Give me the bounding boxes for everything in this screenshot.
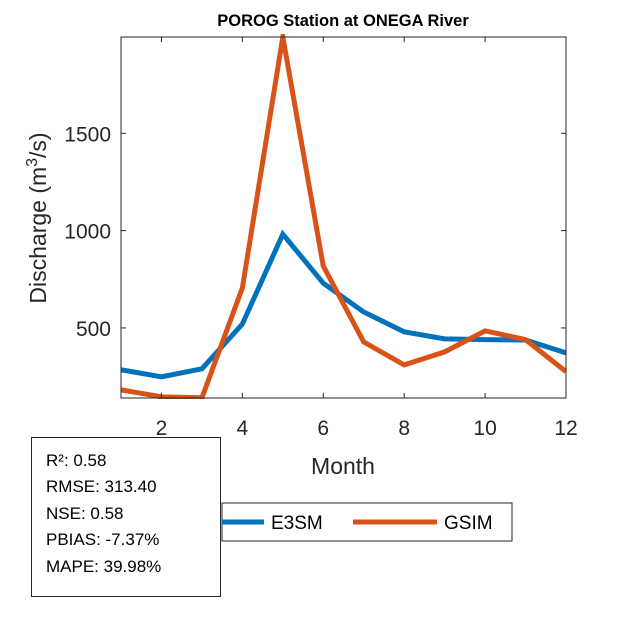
x-axis-ticks: 2 4 6 8 10 12 — [156, 37, 578, 440]
plot-background — [121, 37, 566, 398]
y-tick-label: 1000 — [64, 221, 111, 244]
stats-nse: NSE: 0.58 — [46, 503, 124, 523]
stats-rmse: RMSE: 313.40 — [46, 477, 157, 497]
y-axis-label-main: Discharge (m — [25, 167, 51, 304]
legend: E3SM GSIM — [221, 502, 513, 542]
y-axis-ticks: 500 1000 1500 — [64, 123, 566, 341]
series-line-e3sm — [121, 229, 566, 380]
x-tick-label: 8 — [398, 417, 410, 440]
y-axis-label-tail: /s) — [25, 132, 51, 158]
plot-area: 2 4 6 8 10 12 500 1000 1500 — [64, 34, 578, 440]
stats-pbias: PBIAS: -7.37% — [46, 530, 160, 550]
legend-label-e3sm: E3SM — [271, 513, 323, 534]
y-tick-label: 500 — [76, 318, 111, 341]
stats-mape: MAPE: 39.98% — [46, 556, 162, 576]
x-axis-label: Month — [311, 453, 375, 479]
x-tick-label: 6 — [317, 417, 329, 440]
legend-label-gsim: GSIM — [444, 513, 493, 534]
y-axis-label: Discharge (m3/s) — [24, 132, 51, 303]
stats-r2: R²: 0.58 — [46, 451, 107, 470]
y-tick-label: 1500 — [64, 123, 111, 146]
x-tick-label: 10 — [473, 417, 496, 440]
x-tick-label: 2 — [156, 417, 168, 440]
y-axis-label-superscript: 3 — [24, 158, 41, 167]
axes-box — [120, 36, 567, 399]
stats-box: R²: 0.58 RMSE: 313.40 NSE: 0.58 PBIAS: -… — [31, 437, 221, 597]
x-tick-label: 4 — [237, 417, 249, 440]
x-tick-label: 12 — [554, 417, 577, 440]
chart-title: POROG Station at ONEGA River — [217, 12, 469, 30]
